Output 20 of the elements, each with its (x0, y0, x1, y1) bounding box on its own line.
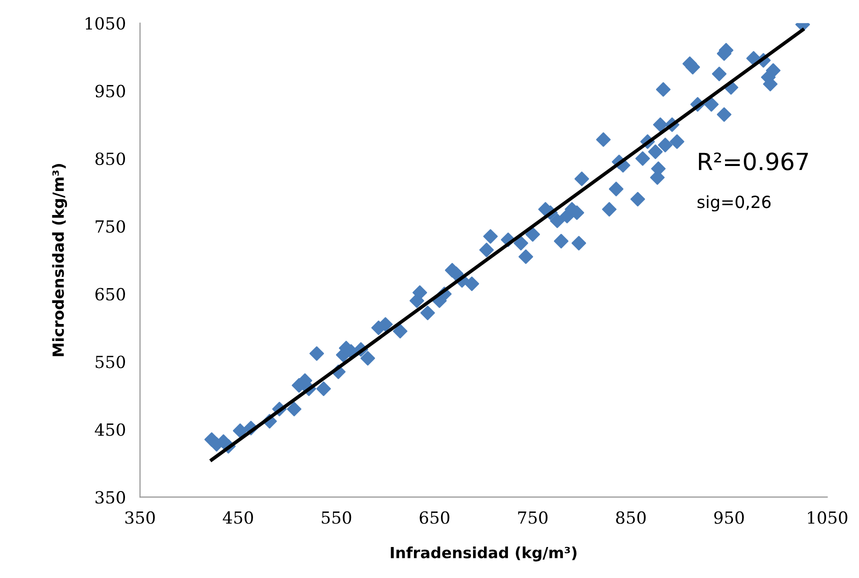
y-tick-label: 550 (96, 356, 126, 368)
x-tick-label: 850 (616, 511, 646, 524)
annotation: sig=0,26 (698, 195, 771, 212)
annotation: R²=0.967 (698, 152, 808, 170)
x-tick-label: 350 (125, 511, 155, 524)
y-tick-label: 950 (95, 84, 126, 98)
x-tick-label: 950 (714, 511, 744, 524)
x-tick-label: 450 (222, 511, 253, 524)
y-tick-label: 350 (96, 491, 126, 504)
x-tick-label: 550 (322, 511, 352, 524)
x-tick-label: 1050 (808, 511, 848, 524)
y-tick-label: 1050 (86, 17, 126, 30)
x-tick-label: 750 (518, 511, 548, 524)
y-tick-label: 650 (95, 288, 126, 301)
y-tick-label: 450 (94, 423, 126, 436)
y-tick-label: 850 (95, 152, 126, 166)
x-tick-label: 650 (420, 511, 450, 524)
x-axis-title: Infradensidad (kg/m³) (390, 546, 576, 562)
y-tick-label: 750 (96, 220, 126, 233)
y-axis-title: Microdensidad (kg/m³) (52, 164, 68, 356)
